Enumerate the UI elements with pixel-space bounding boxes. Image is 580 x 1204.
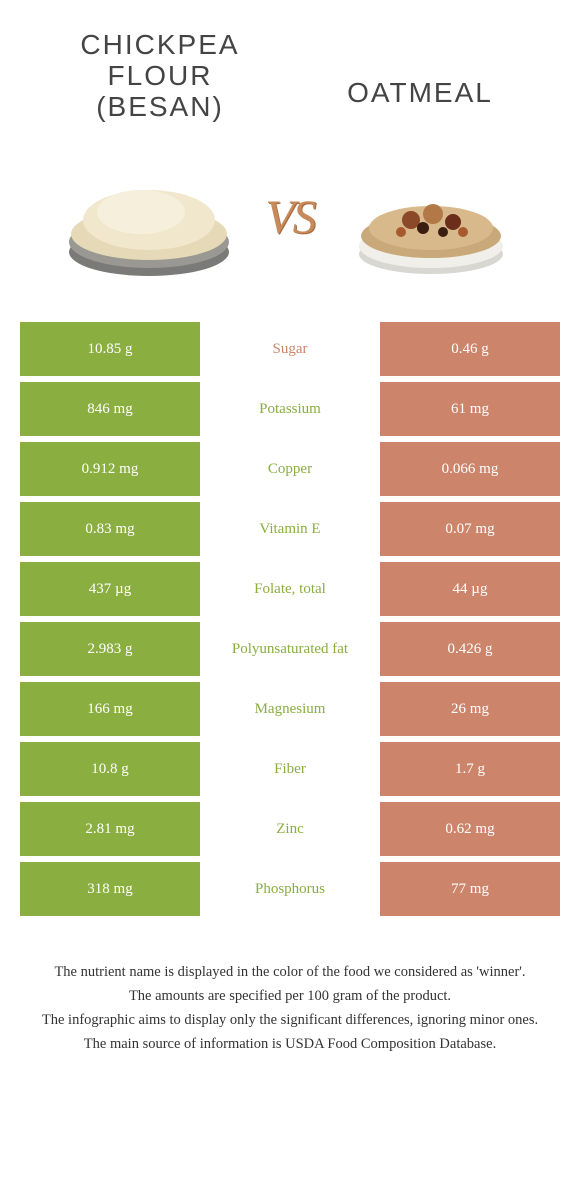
left-title-line1: Chickpea [80,29,239,60]
left-value-cell: 437 µg [20,562,200,616]
right-value-cell: 0.066 mg [380,442,560,496]
header: Chickpea flour (besan) Oatmeal [0,0,580,132]
nutrient-name: Polyunsaturated fat [232,641,348,658]
nutrient-name-cell: Copper [200,442,380,496]
footnotes: The nutrient name is displayed in the co… [0,922,580,1087]
table-row: 846 mg Potassium 61 mg [20,382,560,436]
left-value-cell: 2.81 mg [20,802,200,856]
nutrient-name-cell: Vitamin E [200,502,380,556]
oatmeal-image [331,142,531,292]
right-food-title: Oatmeal [290,30,550,109]
table-row: 10.8 g Fiber 1.7 g [20,742,560,796]
footnote-line: The amounts are specified per 100 gram o… [30,986,550,1008]
nutrient-name-cell: Fiber [200,742,380,796]
table-row: 2.983 g Polyunsaturated fat 0.426 g [20,622,560,676]
right-value-cell: 0.62 mg [380,802,560,856]
right-value-cell: 26 mg [380,682,560,736]
right-value-cell: 77 mg [380,862,560,916]
right-value-cell: 0.46 g [380,322,560,376]
right-value-cell: 44 µg [380,562,560,616]
nutrient-name-cell: Magnesium [200,682,380,736]
left-title-line2: flour [108,60,213,91]
left-title-line3: (besan) [96,91,224,122]
nutrient-name: Folate, total [254,581,326,598]
left-value-cell: 318 mg [20,862,200,916]
nutrient-name-cell: Zinc [200,802,380,856]
nutrient-name: Potassium [259,401,321,418]
nutrient-name: Copper [268,461,312,478]
nutrient-name: Sugar [273,341,308,358]
right-value-cell: 0.07 mg [380,502,560,556]
right-value-cell: 0.426 g [380,622,560,676]
table-row: 2.81 mg Zinc 0.62 mg [20,802,560,856]
nutrient-name: Phosphorus [255,881,325,898]
nutrient-name-cell: Folate, total [200,562,380,616]
nutrient-name: Zinc [276,821,304,838]
table-row: 0.912 mg Copper 0.066 mg [20,442,560,496]
left-value-cell: 10.85 g [20,322,200,376]
table-row: 437 µg Folate, total 44 µg [20,562,560,616]
table-row: 166 mg Magnesium 26 mg [20,682,560,736]
nutrient-name: Magnesium [255,701,326,718]
nutrient-name-cell: Phosphorus [200,862,380,916]
nutrient-name-cell: Polyunsaturated fat [200,622,380,676]
footnote-line: The main source of information is USDA F… [30,1034,550,1056]
left-value-cell: 166 mg [20,682,200,736]
left-value-cell: 846 mg [20,382,200,436]
left-value-cell: 10.8 g [20,742,200,796]
left-food-title: Chickpea flour (besan) [30,30,290,122]
left-value-cell: 0.83 mg [20,502,200,556]
image-row: VS [0,132,580,322]
nutrient-name: Vitamin E [259,521,320,538]
table-row: 318 mg Phosphorus 77 mg [20,862,560,916]
vs-label: VS [265,190,314,245]
nutrient-name-cell: Potassium [200,382,380,436]
left-value-cell: 0.912 mg [20,442,200,496]
right-value-cell: 61 mg [380,382,560,436]
nutrient-table: 10.85 g Sugar 0.46 g 846 mg Potassium 61 mg 0.… [20,322,560,916]
chickpea-flour-image [49,142,249,292]
table-row: 0.83 mg Vitamin E 0.07 mg [20,502,560,556]
left-value-cell: 2.983 g [20,622,200,676]
table-row: 10.85 g Sugar 0.46 g [20,322,560,376]
right-value-cell: 1.7 g [380,742,560,796]
footnote-line: The infographic aims to display only the… [30,1010,550,1032]
footnote-line: The nutrient name is displayed in the co… [30,962,550,984]
nutrient-name-cell: Sugar [200,322,380,376]
nutrient-name: Fiber [274,761,306,778]
